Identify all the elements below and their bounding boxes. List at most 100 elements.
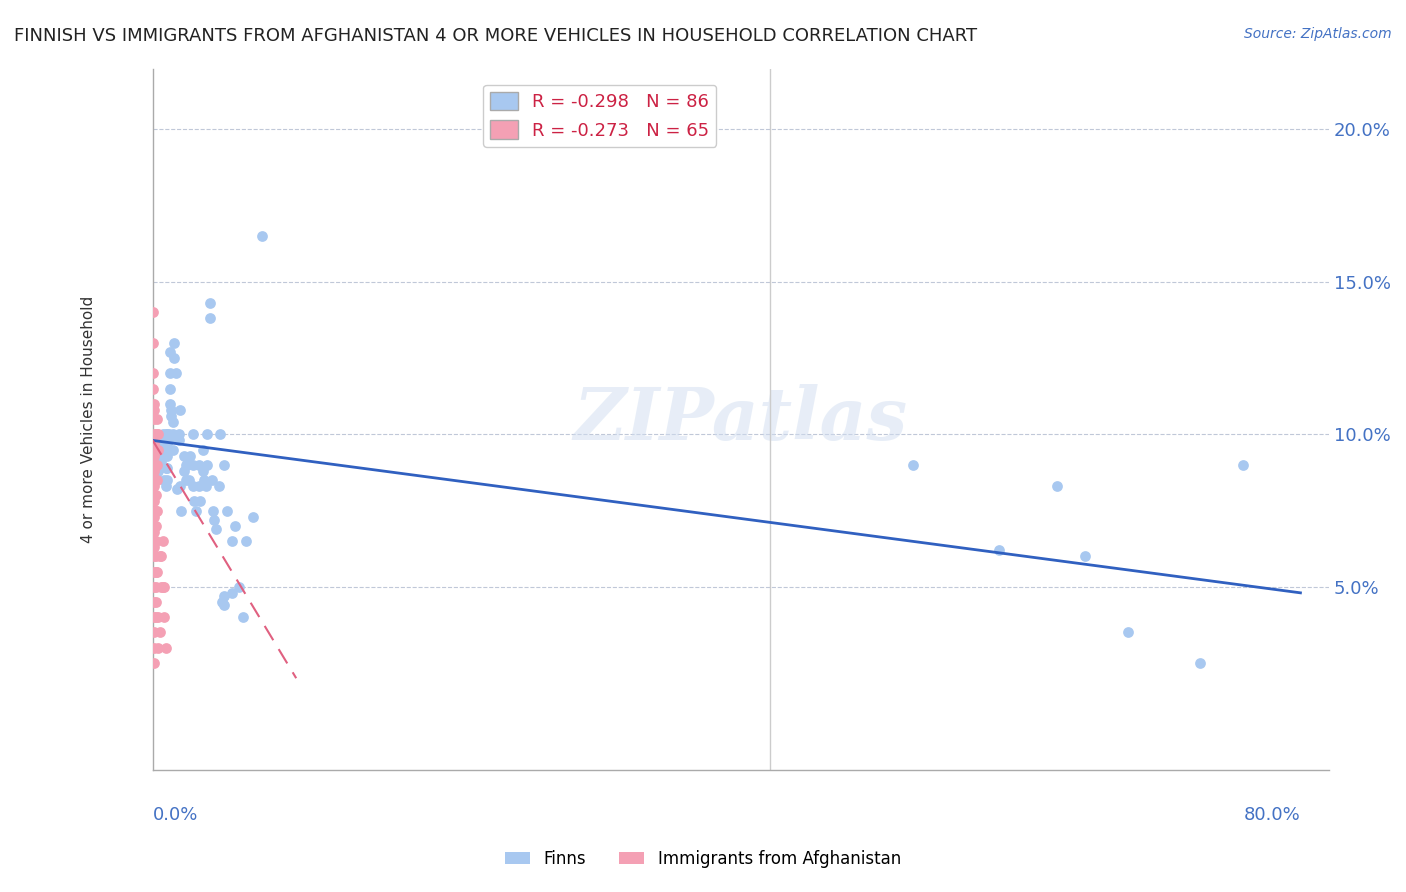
Point xyxy=(143,449,166,463)
Point xyxy=(163,351,186,365)
Point xyxy=(145,503,167,517)
Point xyxy=(181,458,204,472)
Point xyxy=(143,549,166,564)
Point xyxy=(152,534,174,549)
Point xyxy=(143,656,166,670)
Point xyxy=(160,409,183,423)
Point xyxy=(177,473,200,487)
Point xyxy=(146,442,169,457)
Point xyxy=(145,488,167,502)
Point xyxy=(143,494,166,508)
Point xyxy=(157,434,180,448)
Point xyxy=(1188,656,1211,670)
Point xyxy=(143,458,166,472)
Point xyxy=(153,436,176,450)
Point xyxy=(142,305,165,319)
Point xyxy=(146,565,169,579)
Point xyxy=(163,335,186,350)
Point xyxy=(204,513,226,527)
Point xyxy=(148,427,170,442)
Point xyxy=(167,434,190,448)
Point xyxy=(156,430,179,444)
Point xyxy=(155,640,177,655)
Point xyxy=(143,534,166,549)
Point xyxy=(143,595,166,609)
Point xyxy=(181,479,204,493)
Point xyxy=(145,595,167,609)
Point xyxy=(174,473,197,487)
Point xyxy=(205,522,228,536)
Point xyxy=(143,412,166,426)
Point xyxy=(179,449,201,463)
Point xyxy=(152,434,174,448)
Point xyxy=(162,442,184,457)
Point xyxy=(145,565,167,579)
Point xyxy=(149,625,172,640)
Point xyxy=(143,464,166,478)
Point xyxy=(209,427,232,442)
Point xyxy=(148,442,170,457)
Point xyxy=(142,367,165,381)
Text: Source: ZipAtlas.com: Source: ZipAtlas.com xyxy=(1244,27,1392,41)
Point xyxy=(150,580,173,594)
Point xyxy=(174,458,197,472)
Point xyxy=(187,479,209,493)
Point xyxy=(221,534,243,549)
Point xyxy=(148,640,170,655)
Point xyxy=(143,488,166,502)
Point xyxy=(146,503,169,517)
Point xyxy=(155,461,177,475)
Point xyxy=(191,464,214,478)
Point xyxy=(143,640,166,655)
Point xyxy=(159,367,181,381)
Point xyxy=(166,482,188,496)
Point xyxy=(146,473,169,487)
Point xyxy=(142,335,165,350)
Point xyxy=(145,580,167,594)
Point xyxy=(901,458,924,472)
Point xyxy=(143,479,166,493)
Point xyxy=(235,534,257,549)
Point xyxy=(194,479,217,493)
Point xyxy=(143,565,166,579)
Point xyxy=(149,549,172,564)
Point xyxy=(173,464,195,478)
Point xyxy=(142,382,165,396)
Point xyxy=(1116,625,1139,640)
Point xyxy=(211,595,233,609)
Point xyxy=(149,449,172,463)
Point xyxy=(146,427,169,442)
Point xyxy=(152,580,174,594)
Point xyxy=(146,458,169,472)
Point xyxy=(165,367,187,381)
Point xyxy=(221,586,243,600)
Point xyxy=(169,403,191,417)
Point xyxy=(143,434,166,448)
Text: FINNISH VS IMMIGRANTS FROM AFGHANISTAN 4 OR MORE VEHICLES IN HOUSEHOLD CORRELATI: FINNISH VS IMMIGRANTS FROM AFGHANISTAN 4… xyxy=(14,27,977,45)
Point xyxy=(156,449,179,463)
Point xyxy=(143,524,166,539)
Point xyxy=(155,427,177,442)
Point xyxy=(153,449,176,463)
Point xyxy=(181,427,204,442)
Point xyxy=(160,403,183,417)
Point xyxy=(143,625,166,640)
Point xyxy=(146,412,169,426)
Point xyxy=(214,598,236,612)
Point xyxy=(201,503,224,517)
Point xyxy=(988,543,1011,558)
Point xyxy=(156,473,179,487)
Point xyxy=(145,534,167,549)
Point xyxy=(176,458,198,472)
Point xyxy=(214,458,236,472)
Point xyxy=(148,610,170,624)
Point xyxy=(188,494,211,508)
Point xyxy=(208,479,231,493)
Point xyxy=(155,440,177,454)
Point xyxy=(224,518,246,533)
Point xyxy=(156,440,179,454)
Point xyxy=(228,580,250,594)
Point xyxy=(169,479,191,493)
Point xyxy=(1232,458,1254,472)
Point xyxy=(214,589,236,603)
